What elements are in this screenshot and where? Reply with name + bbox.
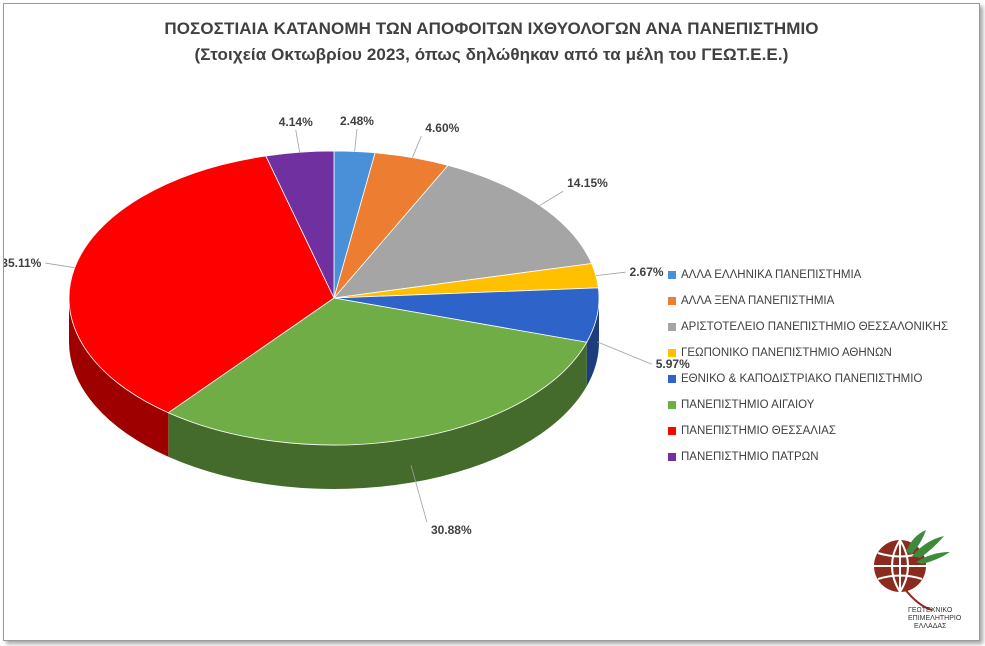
pie-side-6 [168, 342, 587, 489]
legend-swatch [668, 349, 676, 357]
legend-item-8: ΠΑΝΕΠΙΣΤΗΜΙΟ ΠΑΤΡΩΝ [668, 444, 948, 470]
legend-swatch [668, 297, 676, 305]
geotee-logo: ΓΕΩΤΕΧΝΙΚΟ ΕΠΙΜΕΛΗΤΗΡΙΟ ΕΛΛΑΔΑΣ [874, 530, 962, 630]
data-label-7: 35.11% [4, 256, 42, 270]
legend-label: ΕΘΝΙΚΟ & ΚΑΠΟΔΙΣΤΡΙΑΚΟ ΠΑΝΕΠΙΣΤΗΜΙΟ [681, 373, 923, 385]
pie-top [68, 150, 600, 446]
legend-item-4: ΓΕΩΠΟΝΙΚΟ ΠΑΝΕΠΙΣΤΗΜΙΟ ΑΘΗΝΩΝ [668, 340, 948, 366]
logo-line-1: ΓΕΩΤΕΧΝΙΚΟ [908, 607, 953, 614]
pie-sides [69, 298, 599, 489]
leader-line-3 [539, 190, 564, 206]
pie-slice-3 [333, 164, 593, 299]
data-label-6: 30.88% [431, 523, 472, 537]
legend-label: ΑΡΙΣΤΟΤΕΛΕΙΟ ΠΑΝΕΠΙΣΤΗΜΙΟ ΘΕΣΣΑΛΟΝΙΚΗΣ [681, 321, 949, 333]
leader-line-2 [412, 135, 422, 158]
pie-slice-6 [167, 297, 588, 446]
legend-item-1: ΑΛΛΑ ΕΛΛΗΝΙΚΑ ΠΑΝΕΠΙΣΤΗΜΙΑ [668, 262, 948, 288]
data-label-3: 14.15% [567, 176, 608, 190]
legend-label: ΠΑΝΕΠΙΣΤΗΜΙΟ ΑΙΓΑΙΟΥ [681, 399, 815, 411]
legend-item-7: ΠΑΝΕΠΙΣΤΗΜΙΟ ΘΕΣΣΑΛΙΑΣ [668, 418, 948, 444]
legend-label: ΠΑΝΕΠΙΣΤΗΜΙΟ ΘΕΣΣΑΛΙΑΣ [681, 425, 836, 437]
chart-subtitle: (Στοιχεία Οκτωβρίου 2023, όπως δηλώθηκαν… [194, 45, 789, 64]
globe-logo-icon [874, 530, 950, 611]
legend-swatch [668, 401, 676, 409]
data-label-4: 2.67% [630, 265, 664, 279]
legend-item-3: ΑΡΙΣΤΟΤΕΛΕΙΟ ΠΑΝΕΠΙΣΤΗΜΙΟ ΘΕΣΣΑΛΟΝΙΚΗΣ [668, 314, 948, 340]
legend-swatch [668, 323, 676, 331]
data-label-1: 2.48% [340, 114, 374, 128]
legend-label: ΓΕΩΠΟΝΙΚΟ ΠΑΝΕΠΙΣΤΗΜΙΟ ΑΘΗΝΩΝ [681, 347, 892, 359]
legend-label: ΑΛΛΑ ΕΛΛΗΝΙΚΑ ΠΑΝΕΠΙΣΤΗΜΙΑ [681, 269, 862, 281]
leader-line-1 [354, 128, 358, 152]
pie-side-5 [586, 298, 599, 387]
legend-label: ΠΑΝΕΠΙΣΤΗΜΙΟ ΠΑΤΡΩΝ [681, 451, 819, 463]
leader-line-6 [410, 464, 428, 523]
pie-slice-7 [68, 155, 335, 414]
data-label-8: 4.14% [279, 115, 313, 129]
legend-swatch [668, 427, 676, 435]
pie-chart: 2.48% 4.60% 14.15% 2.67% 5.97% 30.88% 35.11% 4.… [4, 114, 690, 537]
legend: ΑΛΛΑ ΕΛΛΗΝΙΚΑ ΠΑΝΕΠΙΣΤΗΜΙΑ ΑΛΛΑ ΞΕΝΑ ΠΑΝΕ… [668, 262, 948, 470]
chart-frame: ΠΟΣΟΣΤΙΑΙΑ ΚΑΤΑΝΟΜΗ ΤΩΝ ΑΠΟΦΟΙΤΩΝ ΙΧΘΥΟΛ… [3, 3, 980, 641]
logo-line-2: ΕΠΙΜΕΛΗΤΗΡΙΟ [908, 615, 962, 622]
leader-line-5 [596, 341, 652, 365]
logo-line-3: ΕΛΛΑΔΑΣ [914, 623, 947, 630]
legend-swatch [668, 453, 676, 461]
pie-side-7 [69, 298, 169, 457]
leader-line-4 [595, 271, 626, 276]
data-label-5: 5.97% [656, 357, 690, 371]
chart-title: ΠΟΣΟΣΤΙΑΙΑ ΚΑΤΑΝΟΜΗ ΤΩΝ ΑΠΟΦΟΙΤΩΝ ΙΧΘΥΟΛ… [164, 19, 819, 38]
leader-line-7 [45, 262, 75, 269]
legend-label: ΑΛΛΑ ΞΕΝΑ ΠΑΝΕΠΙΣΤΗΜΙΑ [681, 295, 835, 307]
data-label-2: 4.60% [425, 121, 459, 135]
legend-item-5: ΕΘΝΙΚΟ & ΚΑΠΟΔΙΣΤΡΙΑΚΟ ΠΑΝΕΠΙΣΤΗΜΙΟ [668, 366, 948, 392]
legend-item-2: ΑΛΛΑ ΞΕΝΑ ΠΑΝΕΠΙΣΤΗΜΙΑ [668, 288, 948, 314]
legend-swatch [668, 271, 676, 279]
label-leader-lines [45, 128, 652, 523]
data-labels: 2.48% 4.60% 14.15% 2.67% 5.97% 30.88% 35.11% 4.… [4, 114, 690, 537]
legend-swatch [668, 375, 676, 383]
legend-item-6: ΠΑΝΕΠΙΣΤΗΜΙΟ ΑΙΓΑΙΟΥ [668, 392, 948, 418]
leader-line-8 [295, 129, 301, 153]
